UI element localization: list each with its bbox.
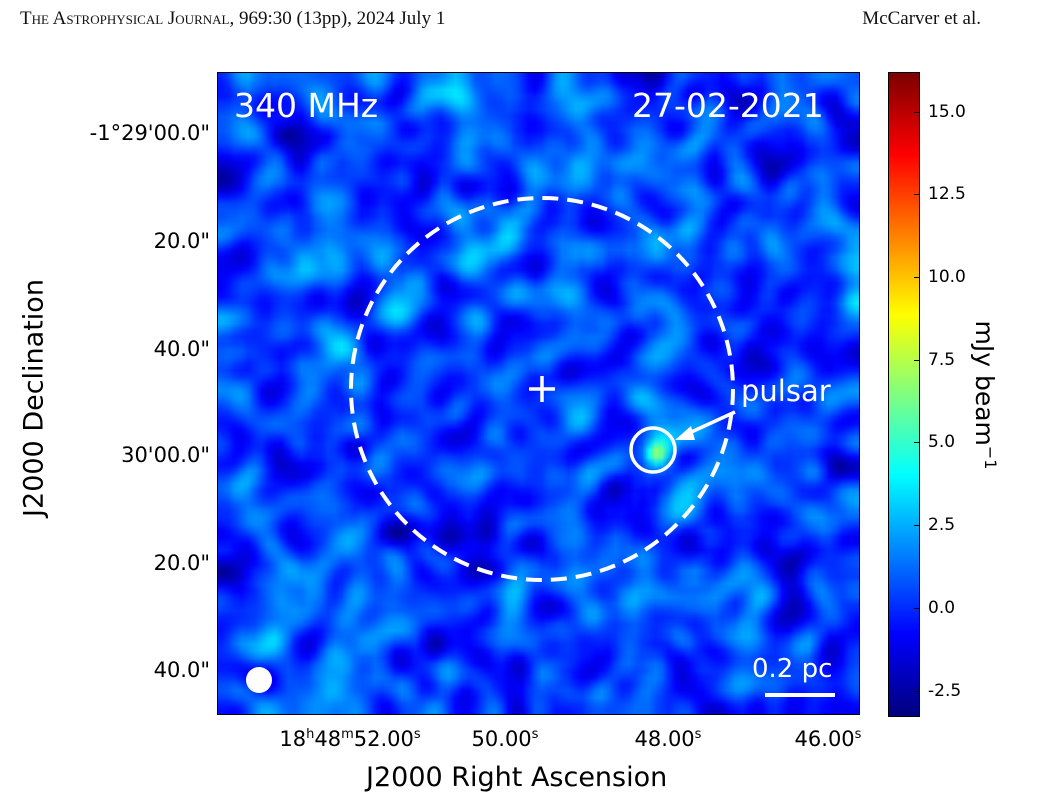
colorbar-tick-label: 12.5 <box>928 184 966 205</box>
colorbar-tick-mark <box>914 690 920 692</box>
search-region-circle <box>349 196 735 582</box>
journal-header: The Astrophysical Journal, 969:30 (13pp)… <box>20 8 445 30</box>
authors: McCarver et al. <box>862 8 981 29</box>
colorbar-tick-label: 2.5 <box>928 515 956 536</box>
x-axis-label: J2000 Right Ascension <box>366 762 668 793</box>
y-axis-label: J2000 Declination <box>18 279 50 517</box>
ytick: -1°29'00.0" <box>89 121 210 145</box>
colorbar-tick-label: -2.5 <box>928 680 962 701</box>
image-overlay <box>246 196 835 697</box>
colorbar-tick-mark <box>914 111 920 113</box>
ytick: 40.0" <box>153 337 210 361</box>
date-label: 27-02-2021 <box>632 86 824 125</box>
xtick: 50.00s <box>471 727 539 751</box>
colorbar-tick-mark <box>914 277 920 279</box>
ytick: 20.0" <box>153 229 210 253</box>
colorbar-tick-mark <box>914 607 920 609</box>
citation: , 969:30 (13pp), 2024 July 1 <box>229 8 446 29</box>
colorbar-tick-label: 7.5 <box>928 349 956 370</box>
pulsar-label: pulsar <box>741 374 831 408</box>
ytick: 40.0" <box>153 658 210 682</box>
pulsar-circle <box>629 426 677 474</box>
xtick: 48.00s <box>634 727 702 751</box>
colorbar-tick-label: 0.0 <box>928 597 956 618</box>
ytick: 20.0" <box>153 551 210 575</box>
colorbar-tick-label: 15.0 <box>928 101 966 122</box>
frequency-label: 340 MHz <box>234 86 379 125</box>
radio-image <box>217 72 860 715</box>
center-cross-icon <box>529 376 555 402</box>
colorbar-tick-label: 10.0 <box>928 267 966 288</box>
colorbar-tick-mark <box>914 359 920 361</box>
colorbar-label: mJy beam−1 <box>969 320 1001 470</box>
colorbar-tick-mark <box>914 194 920 196</box>
ytick: 30'00.0" <box>121 443 210 467</box>
scalebar-label: 0.2 pc <box>752 654 833 684</box>
journal-name: The Astrophysical Journal <box>20 8 230 29</box>
pulsar-arrow <box>686 410 736 436</box>
arrow-head-icon <box>675 426 695 440</box>
colorbar-tick-label: 5.0 <box>928 432 956 453</box>
beam-ellipse <box>246 667 272 693</box>
colorbar-tick-mark <box>914 525 920 527</box>
xtick: 46.00s <box>794 727 862 751</box>
colorbar-tick-mark <box>914 442 920 444</box>
colorbar <box>888 72 920 717</box>
xtick: 18h48m52.00s <box>279 727 421 751</box>
